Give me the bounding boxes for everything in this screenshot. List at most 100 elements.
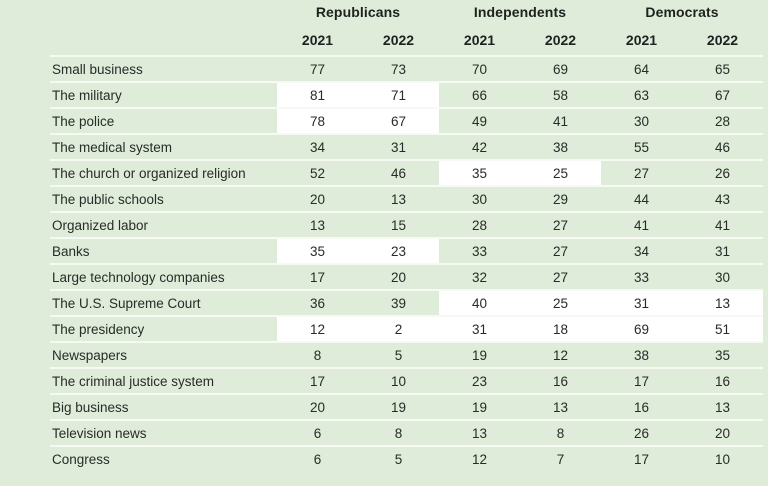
value-cell: 17 bbox=[309, 373, 326, 389]
row-label: The church or organized religion bbox=[52, 165, 246, 181]
row-label: Big business bbox=[52, 399, 129, 415]
value-cell-highlighted: 25 bbox=[520, 291, 601, 315]
value-cell: 10 bbox=[390, 373, 407, 389]
table-row: Television news 6 8 13 8 26 20 bbox=[50, 419, 763, 445]
value-cell: 17 bbox=[633, 451, 650, 467]
value-cell: 19 bbox=[390, 399, 407, 415]
table-row: Organized labor 13 15 28 27 41 41 bbox=[50, 211, 763, 237]
group-header-row: Republicans Independents Democrats bbox=[50, 0, 763, 24]
value-cell: 58 bbox=[552, 87, 569, 103]
table-row: Newspapers 8 5 19 12 38 35 bbox=[50, 341, 763, 367]
value-cell: 5 bbox=[394, 347, 403, 363]
value-cell: 44 bbox=[633, 191, 650, 207]
value-cell-highlighted: 25 bbox=[520, 161, 601, 185]
value-cell-highlighted: 12 bbox=[277, 317, 358, 341]
value-cell: 30 bbox=[471, 191, 488, 207]
value-cell: 16 bbox=[633, 399, 650, 415]
value-cell: 17 bbox=[633, 373, 650, 389]
year-header-independents-2022: 2022 bbox=[544, 31, 577, 48]
row-label: Small business bbox=[52, 61, 143, 77]
value-cell: 13 bbox=[309, 217, 326, 233]
value-cell: 55 bbox=[633, 139, 650, 155]
value-cell: 41 bbox=[633, 217, 650, 233]
value-cell: 38 bbox=[552, 139, 569, 155]
row-label: Banks bbox=[52, 243, 90, 259]
value-cell: 32 bbox=[471, 269, 488, 285]
value-cell: 42 bbox=[471, 139, 488, 155]
value-cell: 77 bbox=[309, 61, 326, 77]
value-cell-highlighted: 51 bbox=[682, 317, 763, 341]
value-cell: 13 bbox=[471, 425, 488, 441]
value-cell: 27 bbox=[552, 217, 569, 233]
year-header-independents-2021: 2021 bbox=[463, 31, 496, 48]
value-cell: 34 bbox=[633, 243, 650, 259]
value-cell: 23 bbox=[471, 373, 488, 389]
value-cell: 41 bbox=[714, 217, 731, 233]
group-header-republicans: Republicans bbox=[315, 4, 401, 20]
table-row: The military 81 71 66 58 63 67 bbox=[50, 81, 763, 107]
value-cell: 7 bbox=[556, 451, 565, 467]
value-cell: 67 bbox=[714, 87, 731, 103]
row-label: The presidency bbox=[52, 321, 145, 337]
value-cell: 19 bbox=[471, 347, 488, 363]
value-cell-highlighted: 35 bbox=[439, 161, 520, 185]
value-cell-highlighted: 69 bbox=[601, 317, 682, 341]
value-cell: 16 bbox=[714, 373, 731, 389]
table-body: Small business 77 73 70 69 64 65 The military 81… bbox=[50, 55, 763, 471]
row-label: Organized labor bbox=[52, 217, 149, 233]
value-cell-highlighted: 71 bbox=[358, 83, 439, 107]
value-cell: 26 bbox=[633, 425, 650, 441]
value-cell-highlighted: 13 bbox=[682, 291, 763, 315]
value-cell: 73 bbox=[390, 61, 407, 77]
value-cell-highlighted: 78 bbox=[277, 109, 358, 133]
group-header-independents: Independents bbox=[473, 4, 567, 20]
value-cell: 20 bbox=[309, 191, 326, 207]
value-cell: 52 bbox=[309, 165, 326, 181]
row-label: Television news bbox=[52, 425, 147, 441]
table-row: Banks 35 23 33 27 34 31 bbox=[50, 237, 763, 263]
value-cell: 8 bbox=[556, 425, 565, 441]
year-header-row: 2021 2022 2021 2022 2021 2022 bbox=[50, 24, 763, 55]
value-cell: 10 bbox=[714, 451, 731, 467]
value-cell: 33 bbox=[633, 269, 650, 285]
table-row: The U.S. Supreme Court 36 39 40 25 31 13 bbox=[50, 289, 763, 315]
year-header-democrats-2022: 2022 bbox=[706, 31, 739, 48]
value-cell: 65 bbox=[714, 61, 731, 77]
value-cell: 16 bbox=[552, 373, 569, 389]
value-cell-highlighted: 81 bbox=[277, 83, 358, 107]
row-label: Congress bbox=[52, 451, 110, 467]
value-cell: 12 bbox=[552, 347, 569, 363]
value-cell-highlighted: 2 bbox=[358, 317, 439, 341]
table-row: The church or organized religion 52 46 35 25… bbox=[50, 159, 763, 185]
value-cell-highlighted: 31 bbox=[601, 291, 682, 315]
value-cell-highlighted: 35 bbox=[277, 239, 358, 263]
row-label: Newspapers bbox=[52, 347, 128, 363]
value-cell-highlighted: 18 bbox=[520, 317, 601, 341]
group-header-democrats: Democrats bbox=[645, 4, 719, 20]
table-row: The medical system 34 31 42 38 55 46 bbox=[50, 133, 763, 159]
value-cell: 31 bbox=[714, 243, 731, 259]
table-row: The police 78 67 49 41 30 28 bbox=[50, 107, 763, 133]
value-cell: 20 bbox=[309, 399, 326, 415]
value-cell: 12 bbox=[471, 451, 488, 467]
value-cell: 69 bbox=[552, 61, 569, 77]
row-label: The police bbox=[52, 113, 115, 129]
value-cell: 13 bbox=[714, 399, 731, 415]
row-label: The public schools bbox=[52, 191, 164, 207]
value-cell: 5 bbox=[394, 451, 403, 467]
value-cell: 26 bbox=[714, 165, 731, 181]
row-label: The criminal justice system bbox=[52, 373, 215, 389]
value-cell-highlighted: 40 bbox=[439, 291, 520, 315]
row-label: The military bbox=[52, 87, 122, 103]
confidence-table: Republicans Independents Democrats 2021 … bbox=[50, 0, 763, 471]
year-header-republicans-2022: 2022 bbox=[382, 31, 415, 48]
table-row: Big business 20 19 19 13 16 13 bbox=[50, 393, 763, 419]
year-header-republicans-2021: 2021 bbox=[301, 31, 334, 48]
value-cell: 30 bbox=[633, 113, 650, 129]
table-row: Small business 77 73 70 69 64 65 bbox=[50, 55, 763, 81]
value-cell: 31 bbox=[390, 139, 407, 155]
value-cell-highlighted: 31 bbox=[439, 317, 520, 341]
value-cell-highlighted: 67 bbox=[358, 109, 439, 133]
value-cell: 28 bbox=[471, 217, 488, 233]
